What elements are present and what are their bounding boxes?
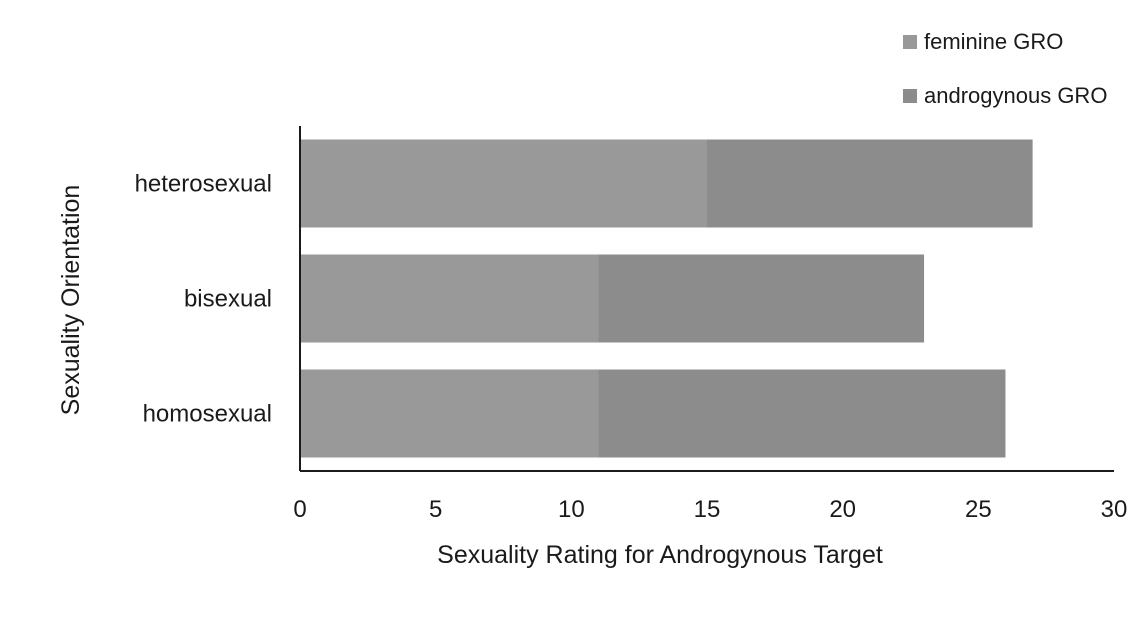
bar-bisexual-androgynous-gro [598,254,925,343]
legend-swatch-feminine-gro [903,35,917,49]
bar-homosexual-feminine-gro [300,369,599,458]
x-tick-label-10: 10 [558,496,585,523]
category-label-bisexual: bisexual [184,286,272,313]
x-tick-label-15: 15 [694,496,721,523]
x-tick-labels: 0 5 10 15 20 25 30 [293,496,1127,523]
x-tick-label-25: 25 [965,496,992,523]
legend-item-androgynous-gro: androgynous GRO [903,82,1107,110]
category-label-homosexual: homosexual [143,401,272,428]
legend-label-androgynous-gro: androgynous GRO [924,83,1108,108]
bar-heterosexual-androgynous-gro [707,139,1033,228]
x-tick-label-20: 20 [829,496,856,523]
legend-swatch-androgynous-gro [903,89,917,103]
x-tick-label-30: 30 [1101,496,1128,523]
bar-homosexual-androgynous-gro [598,369,1006,458]
bar-heterosexual-feminine-gro [300,139,707,228]
category-labels: heterosexual bisexual homosexual [135,171,272,428]
legend-label-feminine-gro: feminine GRO [924,29,1064,54]
legend: feminine GRO androgynous GRO [903,28,1107,136]
bar-bisexual-feminine-gro [300,254,599,343]
x-tick-label-0: 0 [293,496,306,523]
x-axis-title: Sexuality Rating for Androgynous Target [437,541,883,569]
y-axis-title: Sexuality Orientation [57,185,85,416]
x-tick-label-5: 5 [429,496,442,523]
bars-layer [300,139,1033,458]
category-label-heterosexual: heterosexual [135,171,272,198]
legend-item-feminine-gro: feminine GRO [903,28,1107,56]
